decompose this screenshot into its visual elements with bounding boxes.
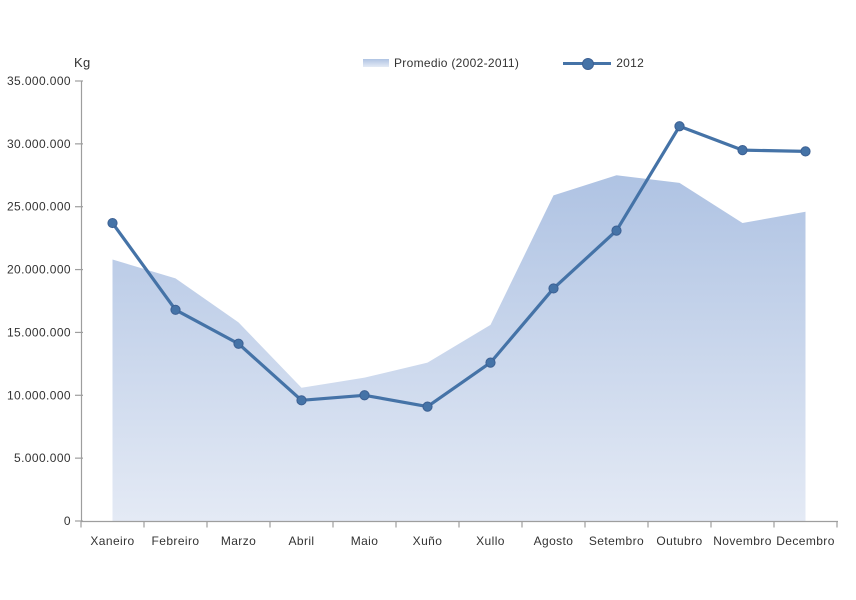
x-axis-label: Setembro (589, 534, 644, 548)
data-point-marker-2012[interactable] (485, 357, 496, 368)
marker-dot-icon (582, 58, 595, 70)
line-series-2012 (110, 124, 808, 409)
y-axis-tick-label: 30.000.000 (7, 137, 71, 151)
data-point-marker-2012[interactable] (548, 283, 559, 294)
series-line-group (107, 121, 811, 412)
data-point-marker-2012[interactable] (233, 338, 244, 349)
x-axis-label: Outubro (656, 534, 702, 548)
axes-group (75, 80, 838, 528)
y-axis-tick-label: 5.000.000 (14, 451, 71, 465)
data-point-marker-2012[interactable] (107, 217, 118, 229)
x-axis-label: Marzo (221, 534, 256, 548)
line-marker-swatch-icon (563, 58, 612, 70)
y-axis-unit-label: Kg (74, 55, 91, 70)
axis-labels-group: 0 5.000.000 10.000.000 15.000.000 20.000.000… (7, 74, 835, 548)
legend-item-2012[interactable]: 2012 (563, 56, 644, 70)
data-point-marker-2012[interactable] (737, 145, 748, 156)
data-point-marker-2012[interactable] (611, 225, 622, 236)
data-point-marker-2012[interactable] (674, 121, 685, 132)
y-axis-tick-label: 25.000.000 (7, 200, 71, 214)
x-axis-label: Xuño (413, 534, 443, 548)
data-point-marker-2012[interactable] (800, 146, 811, 157)
y-axis-tick-label: 0 (64, 514, 71, 528)
data-point-marker-2012[interactable] (170, 304, 181, 315)
x-axis-label: Agosto (534, 534, 574, 548)
series-area-group (112, 175, 806, 522)
data-point-marker-2012[interactable] (359, 390, 370, 401)
data-point-marker-2012[interactable] (422, 401, 433, 412)
legend-label-promedio: Promedio (2002-2011) (394, 56, 520, 70)
area-series-promedio (112, 175, 806, 522)
x-axis-label: Decembro (776, 534, 835, 548)
x-axis-label: Xaneiro (90, 534, 134, 548)
x-axis-label: Maio (351, 534, 379, 548)
chart-legend: Promedio (2002-2011) 2012 (363, 56, 644, 70)
x-axis-label: Abril (288, 534, 314, 548)
y-axis-tick-label: 10.000.000 (7, 388, 71, 402)
x-axis-label: Febreiro (152, 534, 200, 548)
x-axis-label: Novembro (713, 534, 772, 548)
data-point-marker-2012[interactable] (296, 395, 307, 406)
y-axis-tick-label: 35.000.000 (7, 74, 71, 88)
y-axis-tick-label: 15.000.000 (7, 325, 71, 339)
x-axis-label: Xullo (476, 534, 505, 548)
area-swatch-icon (363, 59, 389, 67)
legend-label-2012: 2012 (616, 56, 645, 70)
legend-item-promedio[interactable]: Promedio (2002-2011) (363, 56, 519, 70)
y-axis-tick-label: 20.000.000 (7, 263, 71, 277)
